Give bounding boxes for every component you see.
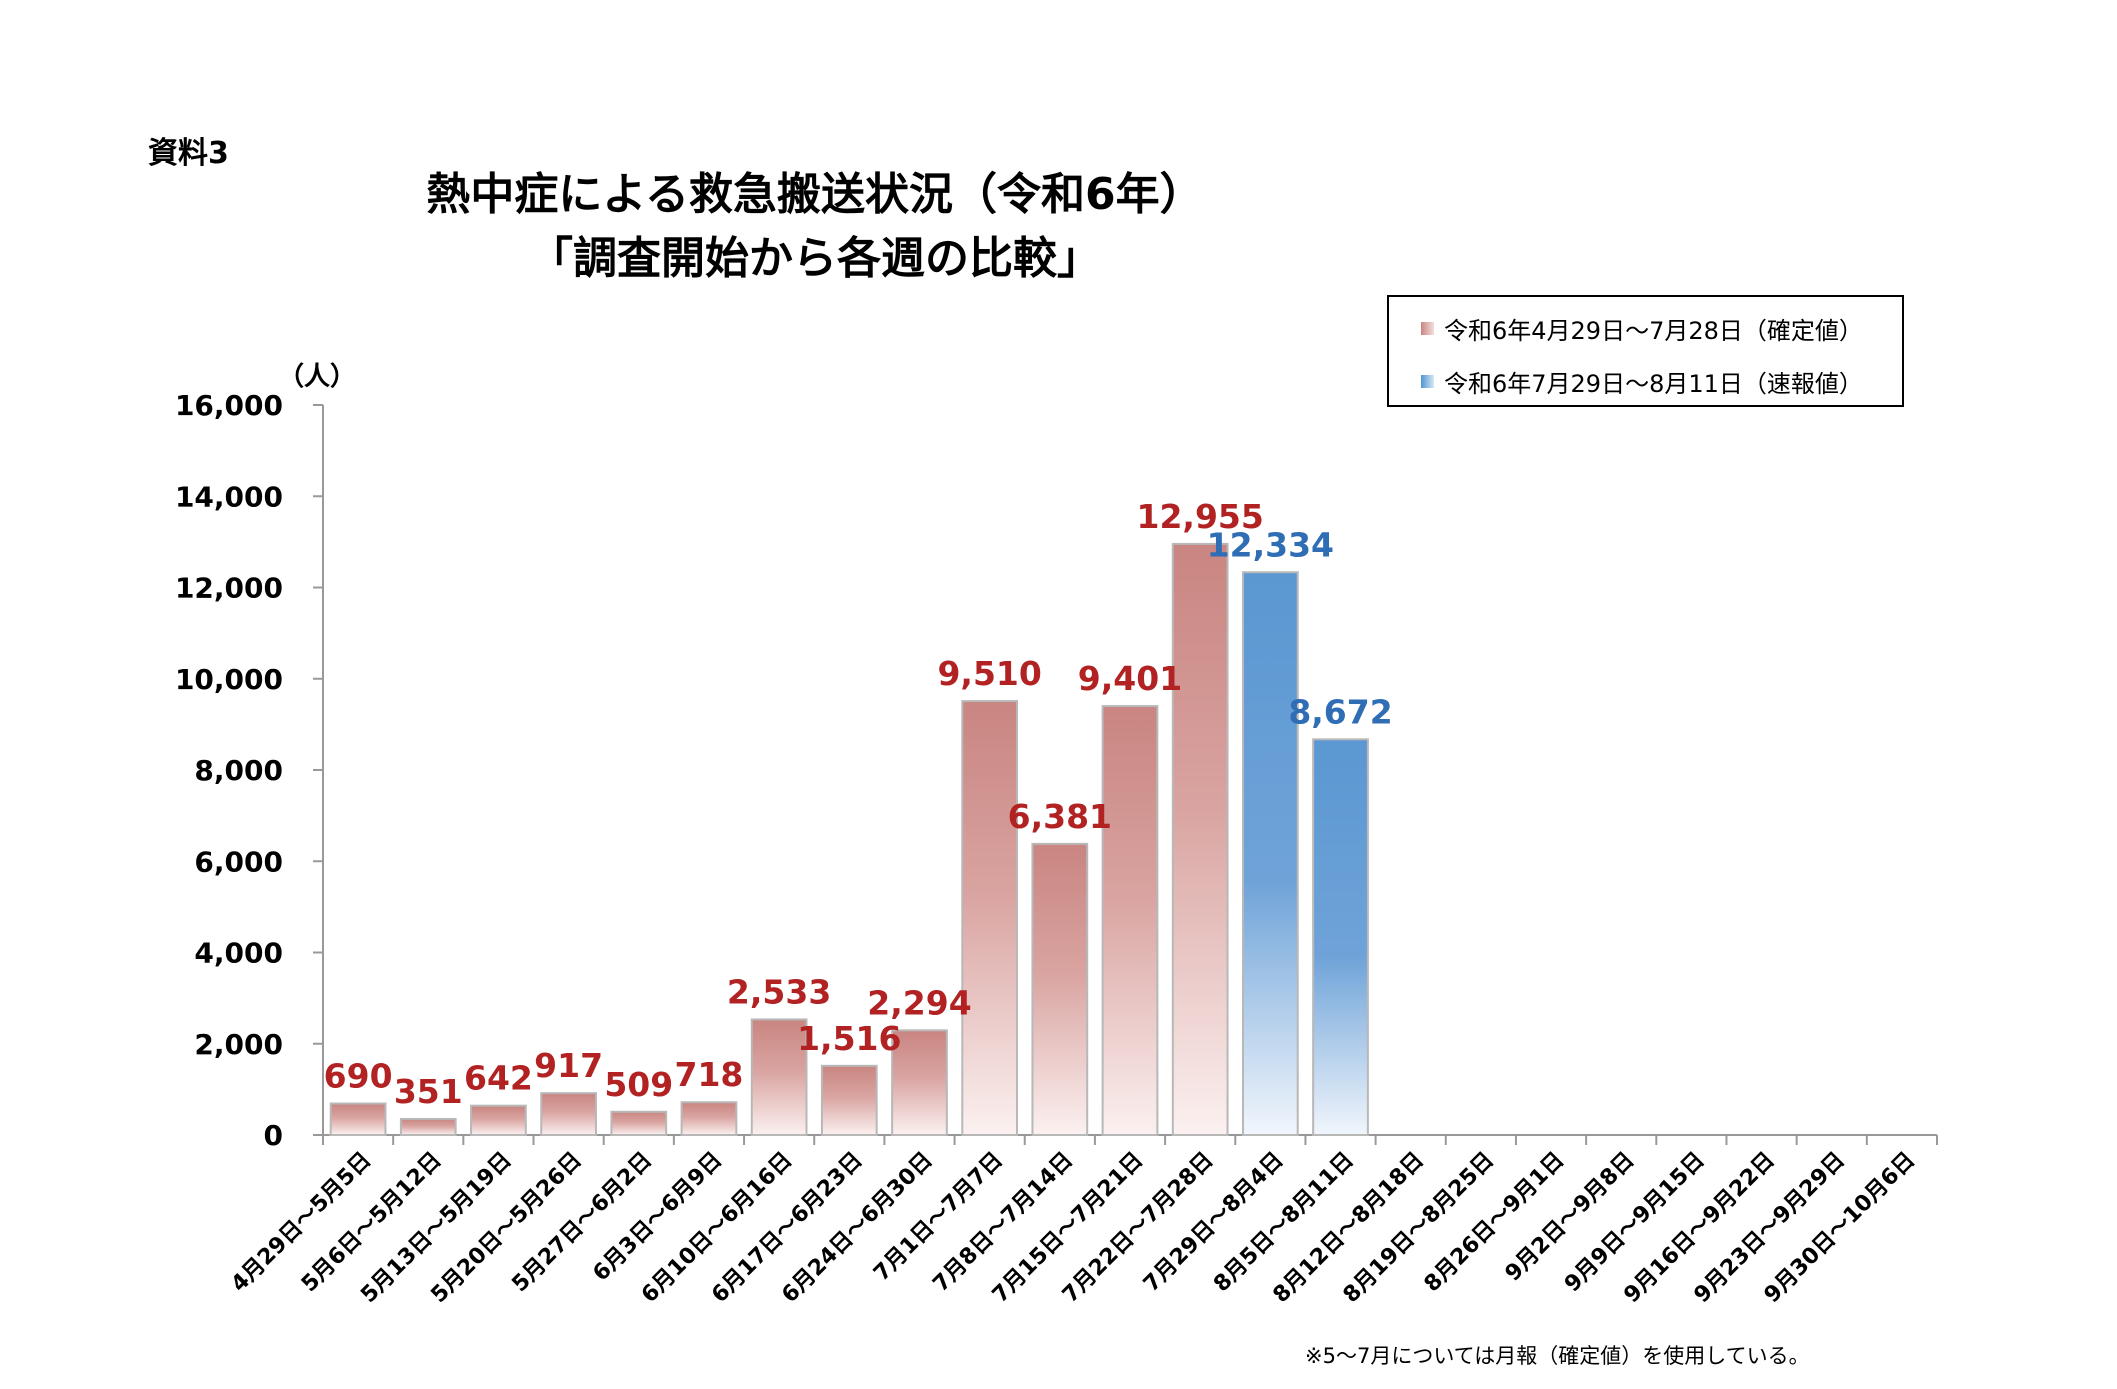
data-label: 917 xyxy=(534,1046,603,1085)
bar-confirmed xyxy=(470,1104,527,1136)
x-tick-label: 7月1日～7月7日 xyxy=(869,1148,1008,1287)
data-label: 6,381 xyxy=(1008,797,1112,836)
legend: 令和6年4月29日～7月28日（確定値） 令和6年7月29日～8月11日（速報値… xyxy=(1387,295,1904,407)
bar-confirmed xyxy=(961,700,1019,1136)
x-tick-labels: 4月29日～5月5日5月6日～5月12日5月13日～5月19日5月20日～5月2… xyxy=(227,1148,1920,1308)
chart-title: 熱中症による救急搬送状況（令和6年） xyxy=(426,169,1204,220)
y-tick-label: 4,000 xyxy=(194,937,283,970)
bar-preliminary xyxy=(1241,571,1299,1136)
data-label: 9,401 xyxy=(1078,659,1182,698)
data-label: 351 xyxy=(394,1072,463,1111)
data-label: 690 xyxy=(324,1057,393,1096)
footnote: ※5～7月については月報（確定値）を使用している。 xyxy=(1305,1344,1810,1368)
data-label: 1,516 xyxy=(797,1019,901,1058)
data-label: 9,510 xyxy=(937,654,1041,693)
legend-swatch-preliminary xyxy=(1421,375,1434,388)
bar-confirmed xyxy=(750,1018,808,1137)
legend-item-preliminary: 令和6年7月29日～8月11日（速報値） xyxy=(1421,364,1863,399)
x-tick-label: 9月2日～9月8日 xyxy=(1501,1148,1640,1287)
y-tick-label: 16,000 xyxy=(175,389,283,422)
legend-item-confirmed: 令和6年4月29日～7月28日（確定値） xyxy=(1421,311,1863,346)
data-label: 12,955 xyxy=(1137,497,1264,536)
bar-preliminary xyxy=(1312,738,1369,1137)
x-tick-label: 6月3日～6月9日 xyxy=(588,1148,727,1287)
data-label: 2,533 xyxy=(727,972,831,1011)
y-tick-label: 14,000 xyxy=(175,480,283,513)
bar-confirmed xyxy=(399,1117,457,1136)
y-tick-label: 2,000 xyxy=(194,1028,283,1061)
data-label: 509 xyxy=(604,1065,673,1104)
chart-subtitle: 「調査開始から各週の比較」 xyxy=(529,233,1101,284)
bar-confirmed xyxy=(1101,705,1159,1136)
bar-confirmed xyxy=(891,1029,948,1137)
data-label: 2,294 xyxy=(867,983,971,1022)
bar-confirmed xyxy=(1031,842,1089,1136)
bar-confirmed xyxy=(1171,542,1229,1136)
y-tick-label: 10,000 xyxy=(175,663,283,696)
y-tick-label: 6,000 xyxy=(194,845,283,878)
bars xyxy=(329,542,1369,1137)
y-tick-label: 12,000 xyxy=(175,572,283,605)
bar-confirmed xyxy=(540,1092,597,1136)
bar-confirmed xyxy=(610,1110,668,1136)
legend-label-preliminary: 令和6年7月29日～8月11日（速報値） xyxy=(1444,370,1863,398)
y-tick-label: 8,000 xyxy=(194,754,283,787)
data-label: 718 xyxy=(675,1055,744,1094)
data-label: 8,672 xyxy=(1288,692,1392,731)
y-tick-labels: 0 2,000 4,000 6,000 8,000 10,000 12,000 14,000 1… xyxy=(175,389,283,1152)
legend-swatch-confirmed xyxy=(1421,322,1434,335)
bar-confirmed xyxy=(680,1101,738,1136)
legend-label-confirmed: 令和6年4月29日～7月28日（確定値） xyxy=(1444,317,1863,345)
bar-confirmed xyxy=(329,1102,387,1137)
data-label: 12,334 xyxy=(1207,525,1334,564)
document-label: 資料3 xyxy=(148,136,229,171)
y-axis-unit-label: （人） xyxy=(278,362,356,392)
y-tick-label: 0 xyxy=(264,1119,283,1152)
bar-confirmed xyxy=(820,1064,878,1137)
data-label: 642 xyxy=(464,1059,533,1098)
